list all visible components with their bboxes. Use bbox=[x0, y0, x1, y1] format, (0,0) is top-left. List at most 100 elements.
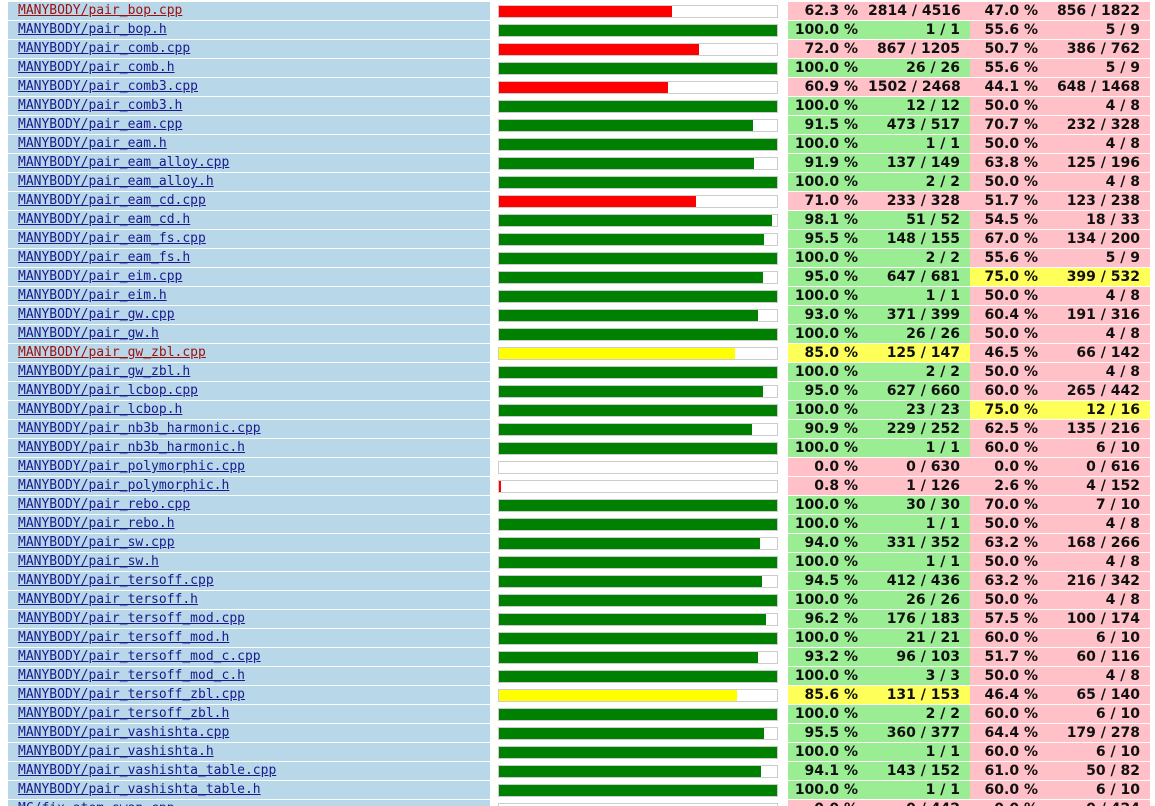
file-link[interactable]: MANYBODY/pair_bop.h bbox=[8, 21, 490, 39]
coverage-bar-cell bbox=[490, 97, 788, 115]
file-link[interactable]: MANYBODY/pair_comb.cpp bbox=[8, 40, 490, 58]
line-count: 2 / 2 bbox=[868, 173, 970, 191]
file-link[interactable]: MANYBODY/pair_eam_alloy.h bbox=[8, 173, 490, 191]
file-link[interactable]: MANYBODY/pair_comb3.cpp bbox=[8, 78, 490, 96]
file-link[interactable]: MANYBODY/pair_lcbop.cpp bbox=[8, 382, 490, 400]
coverage-bar bbox=[499, 63, 777, 74]
file-link[interactable]: MANYBODY/pair_vashishta_table.h bbox=[8, 781, 490, 799]
line-count: 2814 / 4516 bbox=[868, 2, 970, 20]
file-link[interactable]: MC/fix_atom_swap.cpp bbox=[8, 800, 490, 806]
file-link[interactable]: MANYBODY/pair_sw.h bbox=[8, 553, 490, 571]
file-link[interactable]: MANYBODY/pair_vashishta.cpp bbox=[8, 724, 490, 742]
line-count: 0 / 630 bbox=[868, 458, 970, 476]
file-link[interactable]: MANYBODY/pair_rebo.h bbox=[8, 515, 490, 533]
file-link[interactable]: MANYBODY/pair_eam_alloy.cpp bbox=[8, 154, 490, 172]
line-count: 143 / 152 bbox=[868, 762, 970, 780]
coverage-bar-cell bbox=[490, 572, 788, 590]
file-link[interactable]: MANYBODY/pair_tersoff_zbl.cpp bbox=[8, 686, 490, 704]
line-rate: 95.0 % bbox=[788, 268, 868, 286]
function-count: 216 / 342 bbox=[1048, 572, 1150, 590]
file-link[interactable]: MANYBODY/pair_tersoff_mod_c.cpp bbox=[8, 648, 490, 666]
coverage-bar-track bbox=[498, 100, 778, 113]
file-row: MANYBODY/pair_comb.cpp 72.0 % 867 / 1205 50… bbox=[0, 40, 1155, 59]
file-link[interactable]: MANYBODY/pair_eam.h bbox=[8, 135, 490, 153]
file-link[interactable]: MANYBODY/pair_sw.cpp bbox=[8, 534, 490, 552]
file-link[interactable]: MANYBODY/pair_tersoff_mod.cpp bbox=[8, 610, 490, 628]
coverage-bar-cell bbox=[490, 230, 788, 248]
coverage-bar-track bbox=[498, 347, 778, 360]
file-row: MANYBODY/pair_vashishta.cpp 95.5 % 360 / 3… bbox=[0, 724, 1155, 743]
coverage-bar bbox=[499, 500, 777, 511]
file-link[interactable]: MANYBODY/pair_gw_zbl.h bbox=[8, 363, 490, 381]
file-link[interactable]: MANYBODY/pair_eim.cpp bbox=[8, 268, 490, 286]
line-count: 1 / 1 bbox=[868, 439, 970, 457]
file-link[interactable]: MANYBODY/pair_vashishta_table.cpp bbox=[8, 762, 490, 780]
file-link[interactable]: MANYBODY/pair_nb3b_harmonic.cpp bbox=[8, 420, 490, 438]
file-link[interactable]: MANYBODY/pair_polymorphic.h bbox=[8, 477, 490, 495]
file-link[interactable]: MANYBODY/pair_lcbop.h bbox=[8, 401, 490, 419]
file-link[interactable]: MANYBODY/pair_comb3.h bbox=[8, 97, 490, 115]
line-rate: 60.9 % bbox=[788, 78, 868, 96]
file-link[interactable]: MANYBODY/pair_rebo.cpp bbox=[8, 496, 490, 514]
file-link[interactable]: MANYBODY/pair_eam_fs.cpp bbox=[8, 230, 490, 248]
coverage-bar-track bbox=[498, 157, 778, 170]
function-rate: 50.0 % bbox=[970, 553, 1048, 571]
coverage-bar-track bbox=[498, 537, 778, 550]
file-link[interactable]: MANYBODY/pair_eam_cd.h bbox=[8, 211, 490, 229]
file-row: MANYBODY/pair_vashishta_table.h 100.0 % 1 … bbox=[0, 781, 1155, 800]
file-link[interactable]: MANYBODY/pair_tersoff.cpp bbox=[8, 572, 490, 590]
coverage-bar bbox=[499, 443, 777, 454]
coverage-bar bbox=[499, 101, 777, 112]
line-count: 2 / 2 bbox=[868, 363, 970, 381]
coverage-bar bbox=[499, 595, 777, 606]
line-rate: 85.0 % bbox=[788, 344, 868, 362]
coverage-bar-cell bbox=[490, 363, 788, 381]
file-link[interactable]: MANYBODY/pair_gw.cpp bbox=[8, 306, 490, 324]
line-rate: 95.5 % bbox=[788, 230, 868, 248]
line-rate: 100.0 % bbox=[788, 135, 868, 153]
file-row: MANYBODY/pair_tersoff_mod.h 100.0 % 21 / 2… bbox=[0, 629, 1155, 648]
function-count: 6 / 10 bbox=[1048, 439, 1150, 457]
file-link[interactable]: MANYBODY/pair_tersoff.h bbox=[8, 591, 490, 609]
coverage-bar-cell bbox=[490, 724, 788, 742]
file-link[interactable]: MANYBODY/pair_eam_cd.cpp bbox=[8, 192, 490, 210]
coverage-bar-cell bbox=[490, 154, 788, 172]
file-link[interactable]: MANYBODY/pair_nb3b_harmonic.h bbox=[8, 439, 490, 457]
file-link[interactable]: MANYBODY/pair_tersoff_mod_c.h bbox=[8, 667, 490, 685]
coverage-bar bbox=[499, 44, 700, 55]
file-link[interactable]: MANYBODY/pair_gw_zbl.cpp bbox=[8, 344, 490, 362]
line-count: 412 / 436 bbox=[868, 572, 970, 590]
line-rate: 100.0 % bbox=[788, 553, 868, 571]
line-rate: 100.0 % bbox=[788, 591, 868, 609]
file-row: MANYBODY/pair_polymorphic.cpp 0.0 % 0 / 63… bbox=[0, 458, 1155, 477]
function-rate: 55.6 % bbox=[970, 59, 1048, 77]
line-count: 627 / 660 bbox=[868, 382, 970, 400]
file-link[interactable]: MANYBODY/pair_eim.h bbox=[8, 287, 490, 305]
file-link[interactable]: MANYBODY/pair_vashishta.h bbox=[8, 743, 490, 761]
coverage-bar bbox=[499, 557, 777, 568]
function-rate: 50.0 % bbox=[970, 591, 1048, 609]
coverage-bar bbox=[499, 405, 777, 416]
function-rate: 50.0 % bbox=[970, 515, 1048, 533]
function-count: 386 / 762 bbox=[1048, 40, 1150, 58]
file-link[interactable]: MANYBODY/pair_polymorphic.cpp bbox=[8, 458, 490, 476]
file-link[interactable]: MANYBODY/pair_comb.h bbox=[8, 59, 490, 77]
file-link[interactable]: MANYBODY/pair_eam.cpp bbox=[8, 116, 490, 134]
coverage-bar-track bbox=[498, 233, 778, 246]
coverage-bar-track bbox=[498, 195, 778, 208]
coverage-bar-track bbox=[498, 613, 778, 626]
file-link[interactable]: MANYBODY/pair_tersoff_mod.h bbox=[8, 629, 490, 647]
function-rate: 57.5 % bbox=[970, 610, 1048, 628]
file-link[interactable]: MANYBODY/pair_bop.cpp bbox=[8, 2, 490, 20]
function-rate: 60.0 % bbox=[970, 705, 1048, 723]
function-rate: 75.0 % bbox=[970, 268, 1048, 286]
file-link[interactable]: MANYBODY/pair_gw.h bbox=[8, 325, 490, 343]
file-row: MANYBODY/pair_bop.h 100.0 % 1 / 1 55.6 % 5 /… bbox=[0, 21, 1155, 40]
coverage-bar bbox=[499, 348, 736, 359]
function-count: 179 / 278 bbox=[1048, 724, 1150, 742]
coverage-bar bbox=[499, 329, 777, 340]
function-count: 648 / 1468 bbox=[1048, 78, 1150, 96]
file-link[interactable]: MANYBODY/pair_eam_fs.h bbox=[8, 249, 490, 267]
line-count: 131 / 153 bbox=[868, 686, 970, 704]
file-link[interactable]: MANYBODY/pair_tersoff_zbl.h bbox=[8, 705, 490, 723]
